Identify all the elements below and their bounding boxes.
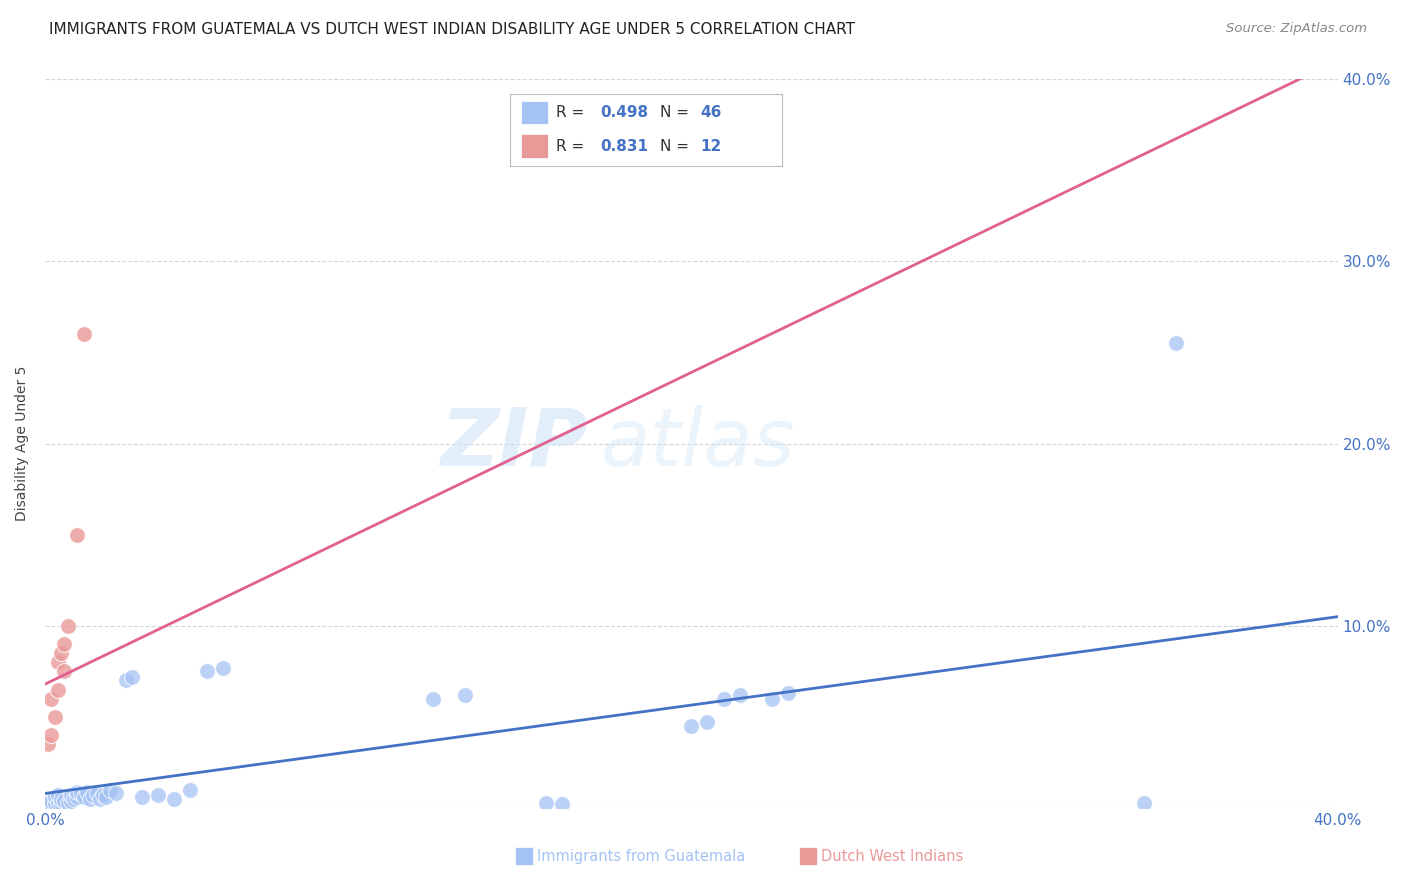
Point bbox=[59, 789, 82, 803]
Point bbox=[121, 670, 143, 684]
Point bbox=[73, 790, 96, 805]
Point bbox=[53, 637, 76, 651]
Point bbox=[44, 790, 66, 805]
Point bbox=[66, 527, 89, 541]
Point bbox=[98, 782, 121, 797]
Point bbox=[41, 794, 63, 808]
Point bbox=[454, 688, 477, 702]
Point bbox=[728, 688, 751, 702]
Point bbox=[534, 796, 557, 810]
Point bbox=[696, 715, 718, 730]
Point bbox=[56, 619, 79, 633]
Point bbox=[44, 710, 66, 724]
Point bbox=[66, 785, 89, 799]
Point bbox=[86, 787, 108, 801]
Point bbox=[681, 719, 703, 733]
Point bbox=[76, 785, 98, 799]
Point bbox=[46, 789, 69, 803]
Text: Source: ZipAtlas.com: Source: ZipAtlas.com bbox=[1226, 22, 1367, 36]
Text: Immigrants from Guatemala: Immigrants from Guatemala bbox=[537, 849, 745, 863]
Point bbox=[163, 792, 186, 806]
Point bbox=[105, 787, 128, 801]
Point bbox=[131, 790, 153, 805]
Point bbox=[82, 789, 104, 803]
Text: ZIP: ZIP bbox=[440, 405, 588, 483]
Point bbox=[44, 796, 66, 810]
Text: atlas: atlas bbox=[600, 405, 796, 483]
Point bbox=[89, 792, 111, 806]
Point bbox=[56, 796, 79, 810]
Y-axis label: Disability Age Under 5: Disability Age Under 5 bbox=[15, 366, 30, 521]
Point bbox=[63, 792, 86, 806]
Point bbox=[41, 691, 63, 706]
Point bbox=[761, 691, 783, 706]
Point bbox=[551, 797, 574, 812]
Point bbox=[114, 673, 136, 688]
Point bbox=[41, 728, 63, 742]
Point bbox=[53, 665, 76, 679]
Point bbox=[37, 737, 59, 751]
Text: Dutch West Indians: Dutch West Indians bbox=[821, 849, 963, 863]
Point bbox=[1164, 336, 1187, 351]
Point bbox=[91, 789, 114, 803]
Point bbox=[422, 691, 444, 706]
Point bbox=[46, 682, 69, 697]
Point bbox=[1132, 796, 1154, 810]
Point bbox=[211, 661, 233, 675]
Point bbox=[59, 794, 82, 808]
Text: IMMIGRANTS FROM GUATEMALA VS DUTCH WEST INDIAN DISABILITY AGE UNDER 5 CORRELATIO: IMMIGRANTS FROM GUATEMALA VS DUTCH WEST … bbox=[49, 22, 855, 37]
Point bbox=[179, 782, 201, 797]
Point bbox=[778, 686, 800, 700]
Point bbox=[49, 646, 72, 660]
Point bbox=[69, 787, 91, 801]
Point bbox=[46, 655, 69, 669]
Point bbox=[46, 796, 69, 810]
Point bbox=[37, 797, 59, 812]
Point bbox=[53, 794, 76, 808]
Point bbox=[195, 665, 218, 679]
Point bbox=[79, 792, 101, 806]
Point bbox=[96, 790, 118, 805]
Point bbox=[73, 327, 96, 342]
Point bbox=[49, 796, 72, 810]
Point bbox=[66, 790, 89, 805]
Point bbox=[146, 789, 169, 803]
Point bbox=[713, 691, 735, 706]
Point bbox=[49, 792, 72, 806]
